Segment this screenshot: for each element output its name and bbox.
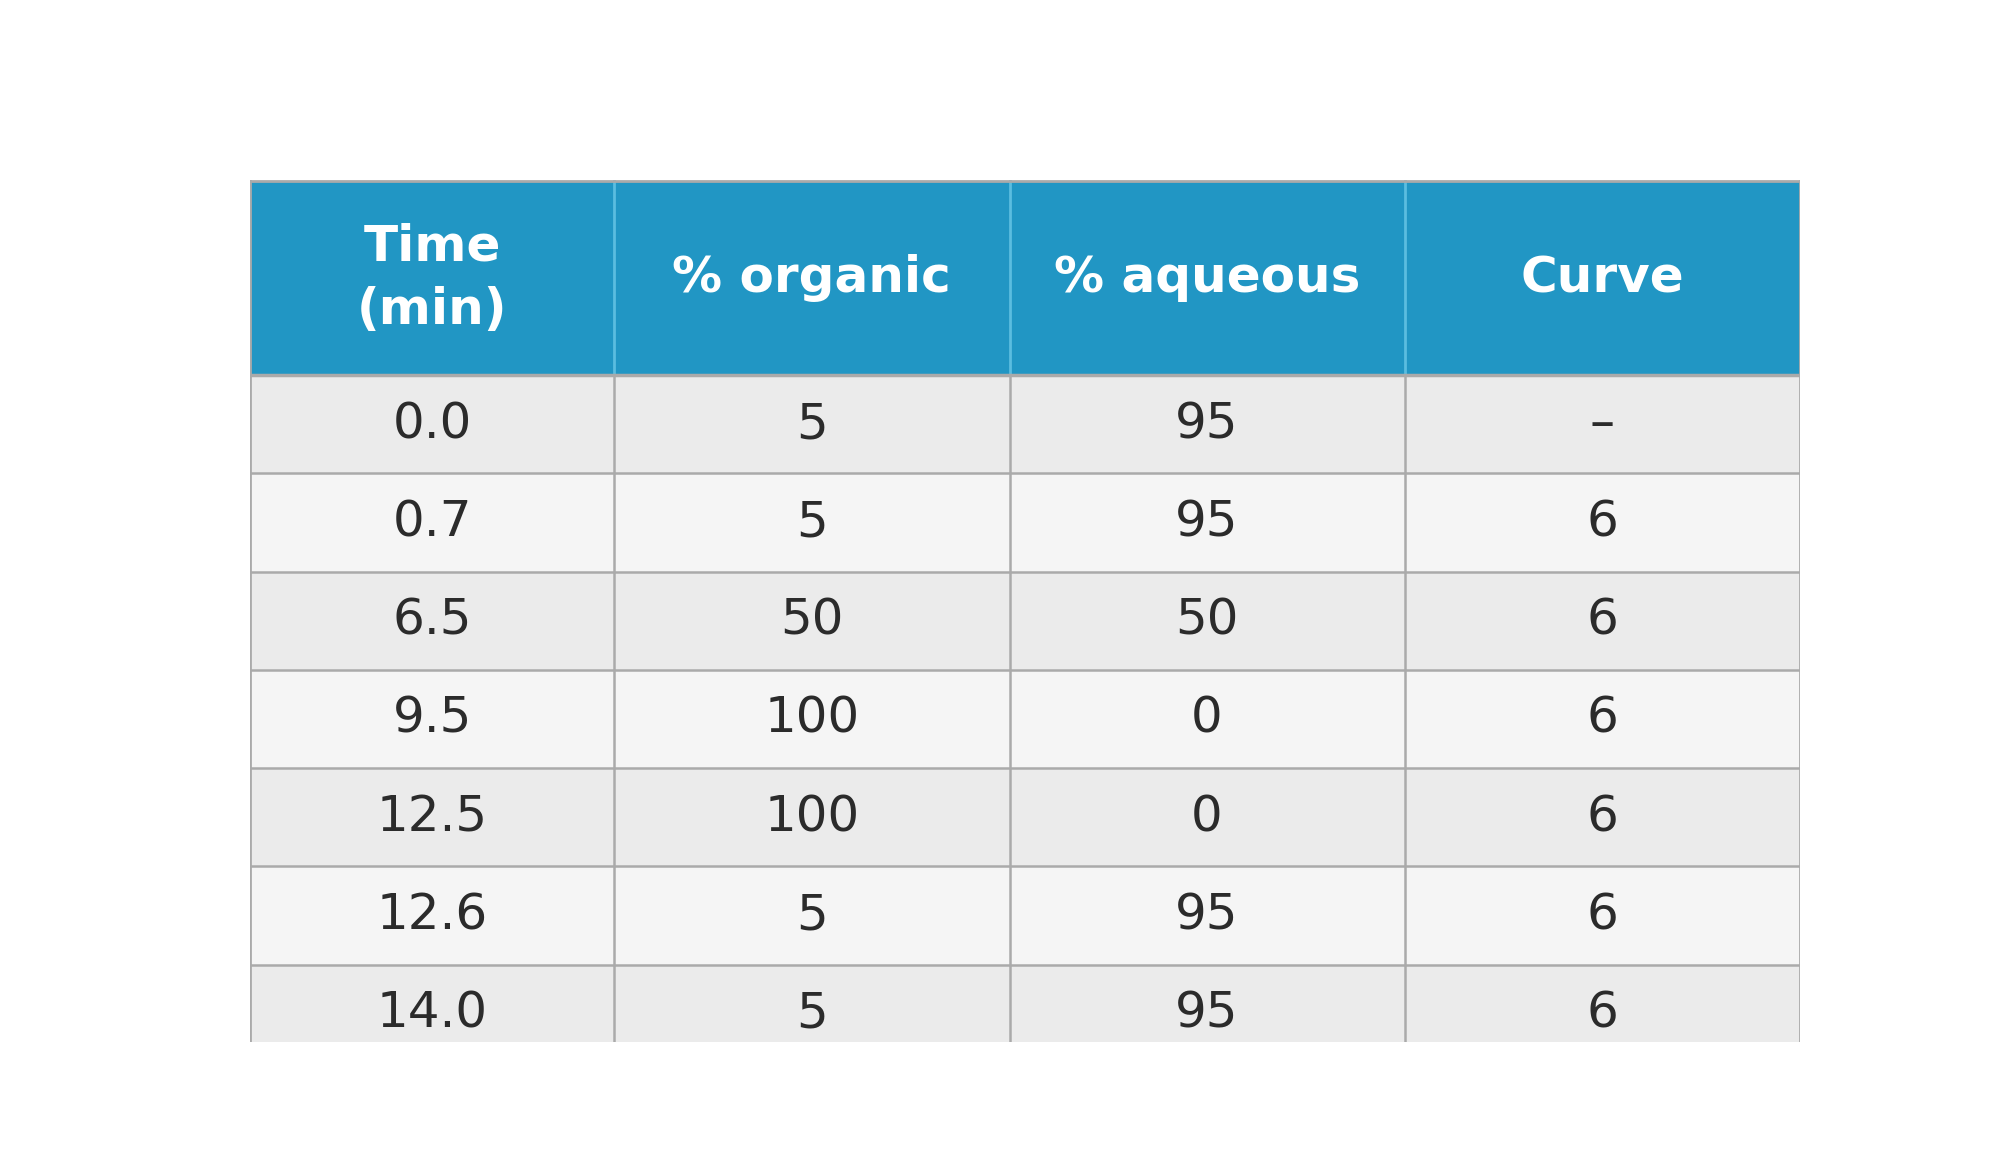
FancyBboxPatch shape <box>614 867 1010 965</box>
FancyBboxPatch shape <box>250 670 614 768</box>
FancyBboxPatch shape <box>1010 571 1404 670</box>
Text: 12.5: 12.5 <box>376 793 488 841</box>
FancyBboxPatch shape <box>250 867 614 965</box>
Text: –: – <box>1590 400 1614 448</box>
FancyBboxPatch shape <box>1404 670 1800 768</box>
Text: 5: 5 <box>796 989 828 1038</box>
Text: % aqueous: % aqueous <box>1054 254 1360 302</box>
Text: 6: 6 <box>1586 499 1618 547</box>
FancyBboxPatch shape <box>1010 473 1404 571</box>
FancyBboxPatch shape <box>1404 867 1800 965</box>
FancyBboxPatch shape <box>250 965 614 1063</box>
FancyBboxPatch shape <box>614 670 1010 768</box>
Text: 5: 5 <box>796 400 828 448</box>
Text: 6: 6 <box>1586 597 1618 645</box>
Text: 6: 6 <box>1586 694 1618 742</box>
FancyBboxPatch shape <box>1010 375 1404 473</box>
FancyBboxPatch shape <box>1404 571 1800 670</box>
Text: % organic: % organic <box>672 254 952 302</box>
Text: 5: 5 <box>796 499 828 547</box>
Text: 6: 6 <box>1586 989 1618 1038</box>
Text: 100: 100 <box>764 793 860 841</box>
FancyBboxPatch shape <box>614 768 1010 867</box>
Text: 50: 50 <box>780 597 844 645</box>
FancyBboxPatch shape <box>1404 768 1800 867</box>
Text: Time
(min): Time (min) <box>356 222 508 334</box>
Text: 12.6: 12.6 <box>376 891 488 939</box>
Text: 0: 0 <box>1192 793 1224 841</box>
Text: Curve: Curve <box>1520 254 1684 302</box>
FancyBboxPatch shape <box>614 965 1010 1063</box>
Text: 6: 6 <box>1586 793 1618 841</box>
Text: 95: 95 <box>1176 499 1238 547</box>
FancyBboxPatch shape <box>614 473 1010 571</box>
FancyBboxPatch shape <box>1010 965 1404 1063</box>
Text: 0: 0 <box>1192 694 1224 742</box>
Text: 6: 6 <box>1586 891 1618 939</box>
Text: 95: 95 <box>1176 891 1238 939</box>
Text: 95: 95 <box>1176 400 1238 448</box>
FancyBboxPatch shape <box>1404 473 1800 571</box>
FancyBboxPatch shape <box>250 473 614 571</box>
FancyBboxPatch shape <box>1404 375 1800 473</box>
FancyBboxPatch shape <box>250 182 1800 375</box>
Text: 6.5: 6.5 <box>392 597 472 645</box>
Text: 95: 95 <box>1176 989 1238 1038</box>
Text: 9.5: 9.5 <box>392 694 472 742</box>
FancyBboxPatch shape <box>1010 867 1404 965</box>
Text: 5: 5 <box>796 891 828 939</box>
FancyBboxPatch shape <box>1010 768 1404 867</box>
Text: 50: 50 <box>1176 597 1238 645</box>
FancyBboxPatch shape <box>1404 965 1800 1063</box>
FancyBboxPatch shape <box>250 375 614 473</box>
FancyBboxPatch shape <box>250 571 614 670</box>
Text: 0.7: 0.7 <box>392 499 472 547</box>
Text: 100: 100 <box>764 694 860 742</box>
FancyBboxPatch shape <box>614 571 1010 670</box>
Text: 14.0: 14.0 <box>376 989 488 1038</box>
FancyBboxPatch shape <box>250 768 614 867</box>
Text: 0.0: 0.0 <box>392 400 472 448</box>
FancyBboxPatch shape <box>614 375 1010 473</box>
FancyBboxPatch shape <box>1010 670 1404 768</box>
